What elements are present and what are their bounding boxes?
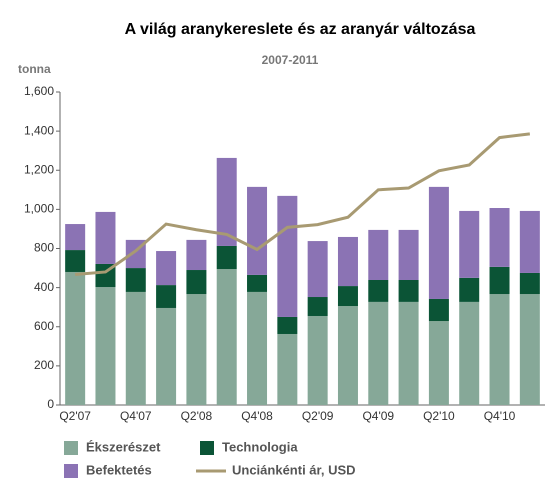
x-tick-label: Q2'10 (423, 409, 455, 423)
legend-swatch (200, 441, 214, 455)
y-axis-label: tonna (18, 62, 51, 76)
bar-segment (156, 285, 177, 308)
price-line (75, 132, 531, 277)
bar-segment (368, 279, 389, 302)
legend-label: Technologia (222, 439, 298, 454)
bar-segment (337, 236, 358, 287)
bar-segment (519, 294, 540, 405)
legend-swatch (64, 441, 78, 455)
bar-segment (65, 250, 86, 272)
bar-segment (65, 224, 86, 251)
x-tick-label: Q4'07 (120, 409, 152, 423)
y-tick-label: 800 (34, 241, 54, 255)
bar-segment (489, 266, 510, 295)
bar-segment (489, 208, 510, 267)
x-tick-label: Q2'09 (302, 409, 334, 423)
y-tick-label: 0 (47, 397, 54, 411)
bar-segment (277, 195, 298, 317)
bar-segment (459, 301, 480, 405)
x-tick-label: Q4'08 (241, 409, 273, 423)
bar-segment (368, 229, 389, 280)
bar-segment (186, 294, 207, 405)
bar-segment (307, 241, 328, 298)
bar-segment (95, 211, 116, 264)
bar-segment (65, 271, 86, 405)
bar-segment (125, 268, 146, 292)
bar-segment (337, 306, 358, 405)
bar-segment (156, 251, 177, 286)
x-tick-label: Q2'08 (181, 409, 213, 423)
x-tick-label: Q2'07 (59, 409, 91, 423)
bar-segment (307, 297, 328, 316)
bar-segment (216, 245, 237, 270)
bar-segment (247, 186, 268, 275)
legend-label: Ékszerészet (86, 439, 161, 454)
bar-segment (489, 294, 510, 405)
y-tick-label: 600 (34, 319, 54, 333)
bar-segment (459, 210, 480, 278)
bar-segment (125, 291, 146, 405)
bar-segment (95, 287, 116, 405)
bar-segment (186, 239, 207, 271)
legend-swatch (64, 464, 78, 478)
bar-segment (398, 229, 419, 280)
bar-segment (519, 272, 540, 295)
legend-label: Befektetés (86, 462, 152, 477)
bar-segment (277, 316, 298, 334)
bar-segment (216, 157, 237, 246)
bar-segment (398, 301, 419, 405)
bar-segment (398, 279, 419, 302)
bar-segment (428, 321, 449, 405)
chart-title: A világ aranykereslete és az aranyár vál… (125, 21, 476, 38)
bar-segment (368, 301, 389, 405)
y-tick-label: 200 (34, 358, 54, 372)
x-tick-label: Q4'10 (484, 409, 516, 423)
bar-segment (428, 298, 449, 322)
bar-segment (428, 186, 449, 299)
bar-segment (277, 333, 298, 405)
bar-segment (186, 270, 207, 295)
legend-label: Unciánkénti ár, USD (232, 462, 356, 477)
y-tick-label: 400 (34, 280, 54, 294)
y-tick-label: 1,600 (24, 84, 54, 98)
bar-segment (216, 269, 237, 405)
chart-subtitle: 2007-2011 (262, 53, 319, 67)
bar-segment (247, 274, 268, 292)
bar-segment (519, 210, 540, 273)
bar-segment (459, 277, 480, 302)
bar-segment (247, 291, 268, 405)
bar-segment (337, 286, 358, 307)
x-tick-label: Q4'09 (362, 409, 394, 423)
y-tick-label: 1,400 (24, 123, 54, 137)
bar-segment (156, 307, 177, 405)
bar-segment (307, 315, 328, 405)
y-tick-label: 1,200 (24, 162, 54, 176)
y-tick-label: 1,000 (24, 202, 54, 216)
